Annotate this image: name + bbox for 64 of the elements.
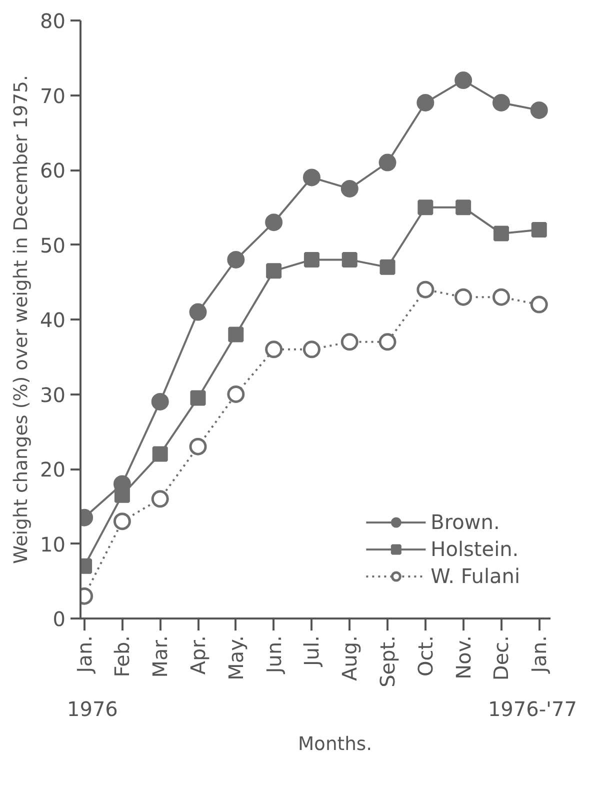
- x-tick-label: Aug.: [338, 635, 362, 681]
- point: [493, 226, 509, 242]
- text: 1976: [67, 696, 118, 723]
- y-tick-label: 10: [40, 532, 66, 556]
- point: [456, 200, 472, 216]
- legend-label: Holstein.: [430, 537, 519, 561]
- point: [189, 438, 207, 456]
- point: [228, 326, 244, 342]
- point: [302, 168, 320, 186]
- point: [227, 250, 245, 268]
- point: [190, 390, 206, 406]
- x-tick-label: Jan.: [72, 636, 96, 675]
- point: [189, 303, 207, 321]
- point: [304, 252, 320, 268]
- x-tick-label: Apr.: [186, 635, 210, 675]
- point: [265, 340, 283, 358]
- y-tick-label: 80: [40, 9, 66, 33]
- point: [227, 386, 245, 403]
- point: [380, 259, 396, 275]
- x-tick-label: Mar.: [148, 635, 172, 678]
- point: [492, 288, 510, 306]
- x-tick-label: Jan.: [527, 636, 552, 675]
- point: [378, 154, 396, 172]
- y-tick-label: 40: [40, 308, 66, 332]
- x-tick-label: Feb.: [110, 635, 134, 678]
- point: [416, 280, 434, 298]
- point: [265, 214, 283, 232]
- x-tick-label: Nov.: [451, 635, 476, 680]
- x-tick-label: May.: [224, 635, 248, 680]
- point: [416, 94, 434, 112]
- point: [454, 72, 472, 90]
- y-tick-label: 70: [40, 84, 66, 108]
- point: [454, 288, 472, 306]
- point: [151, 392, 169, 410]
- y-tick-label: 30: [40, 382, 66, 407]
- point: [530, 101, 548, 119]
- point: [266, 263, 282, 279]
- point: [113, 512, 131, 530]
- y-tick-label: 50: [40, 233, 66, 258]
- point: [342, 252, 358, 268]
- point: [492, 94, 510, 112]
- x-tick-label: Oct.: [413, 636, 438, 676]
- point: [340, 333, 358, 351]
- legend-label: Brown.: [430, 510, 500, 534]
- x-tick-label: Sept.: [376, 635, 400, 688]
- y-tick-label: 60: [40, 158, 66, 182]
- x-tick-label: Jun.: [262, 636, 286, 676]
- y-axis-title: Weight changes (%) over weight in December 1975.: [11, 75, 32, 564]
- point: [302, 340, 320, 358]
- point: [152, 446, 168, 462]
- point: [530, 296, 548, 314]
- y-tick-label: 0: [52, 607, 66, 631]
- point: [340, 180, 358, 198]
- legend-label: W. Fulani: [430, 564, 520, 588]
- point: [151, 490, 169, 508]
- x-axis-title: Months.: [296, 732, 374, 757]
- y-tick-label: 20: [40, 458, 66, 482]
- x-tick-label: Dec.: [489, 635, 514, 681]
- text: 1976-'77: [488, 696, 577, 723]
- x-tick-label: Jul.: [300, 635, 324, 668]
- point: [114, 487, 130, 503]
- point: [378, 333, 396, 351]
- point: [531, 222, 547, 238]
- point: [418, 200, 434, 216]
